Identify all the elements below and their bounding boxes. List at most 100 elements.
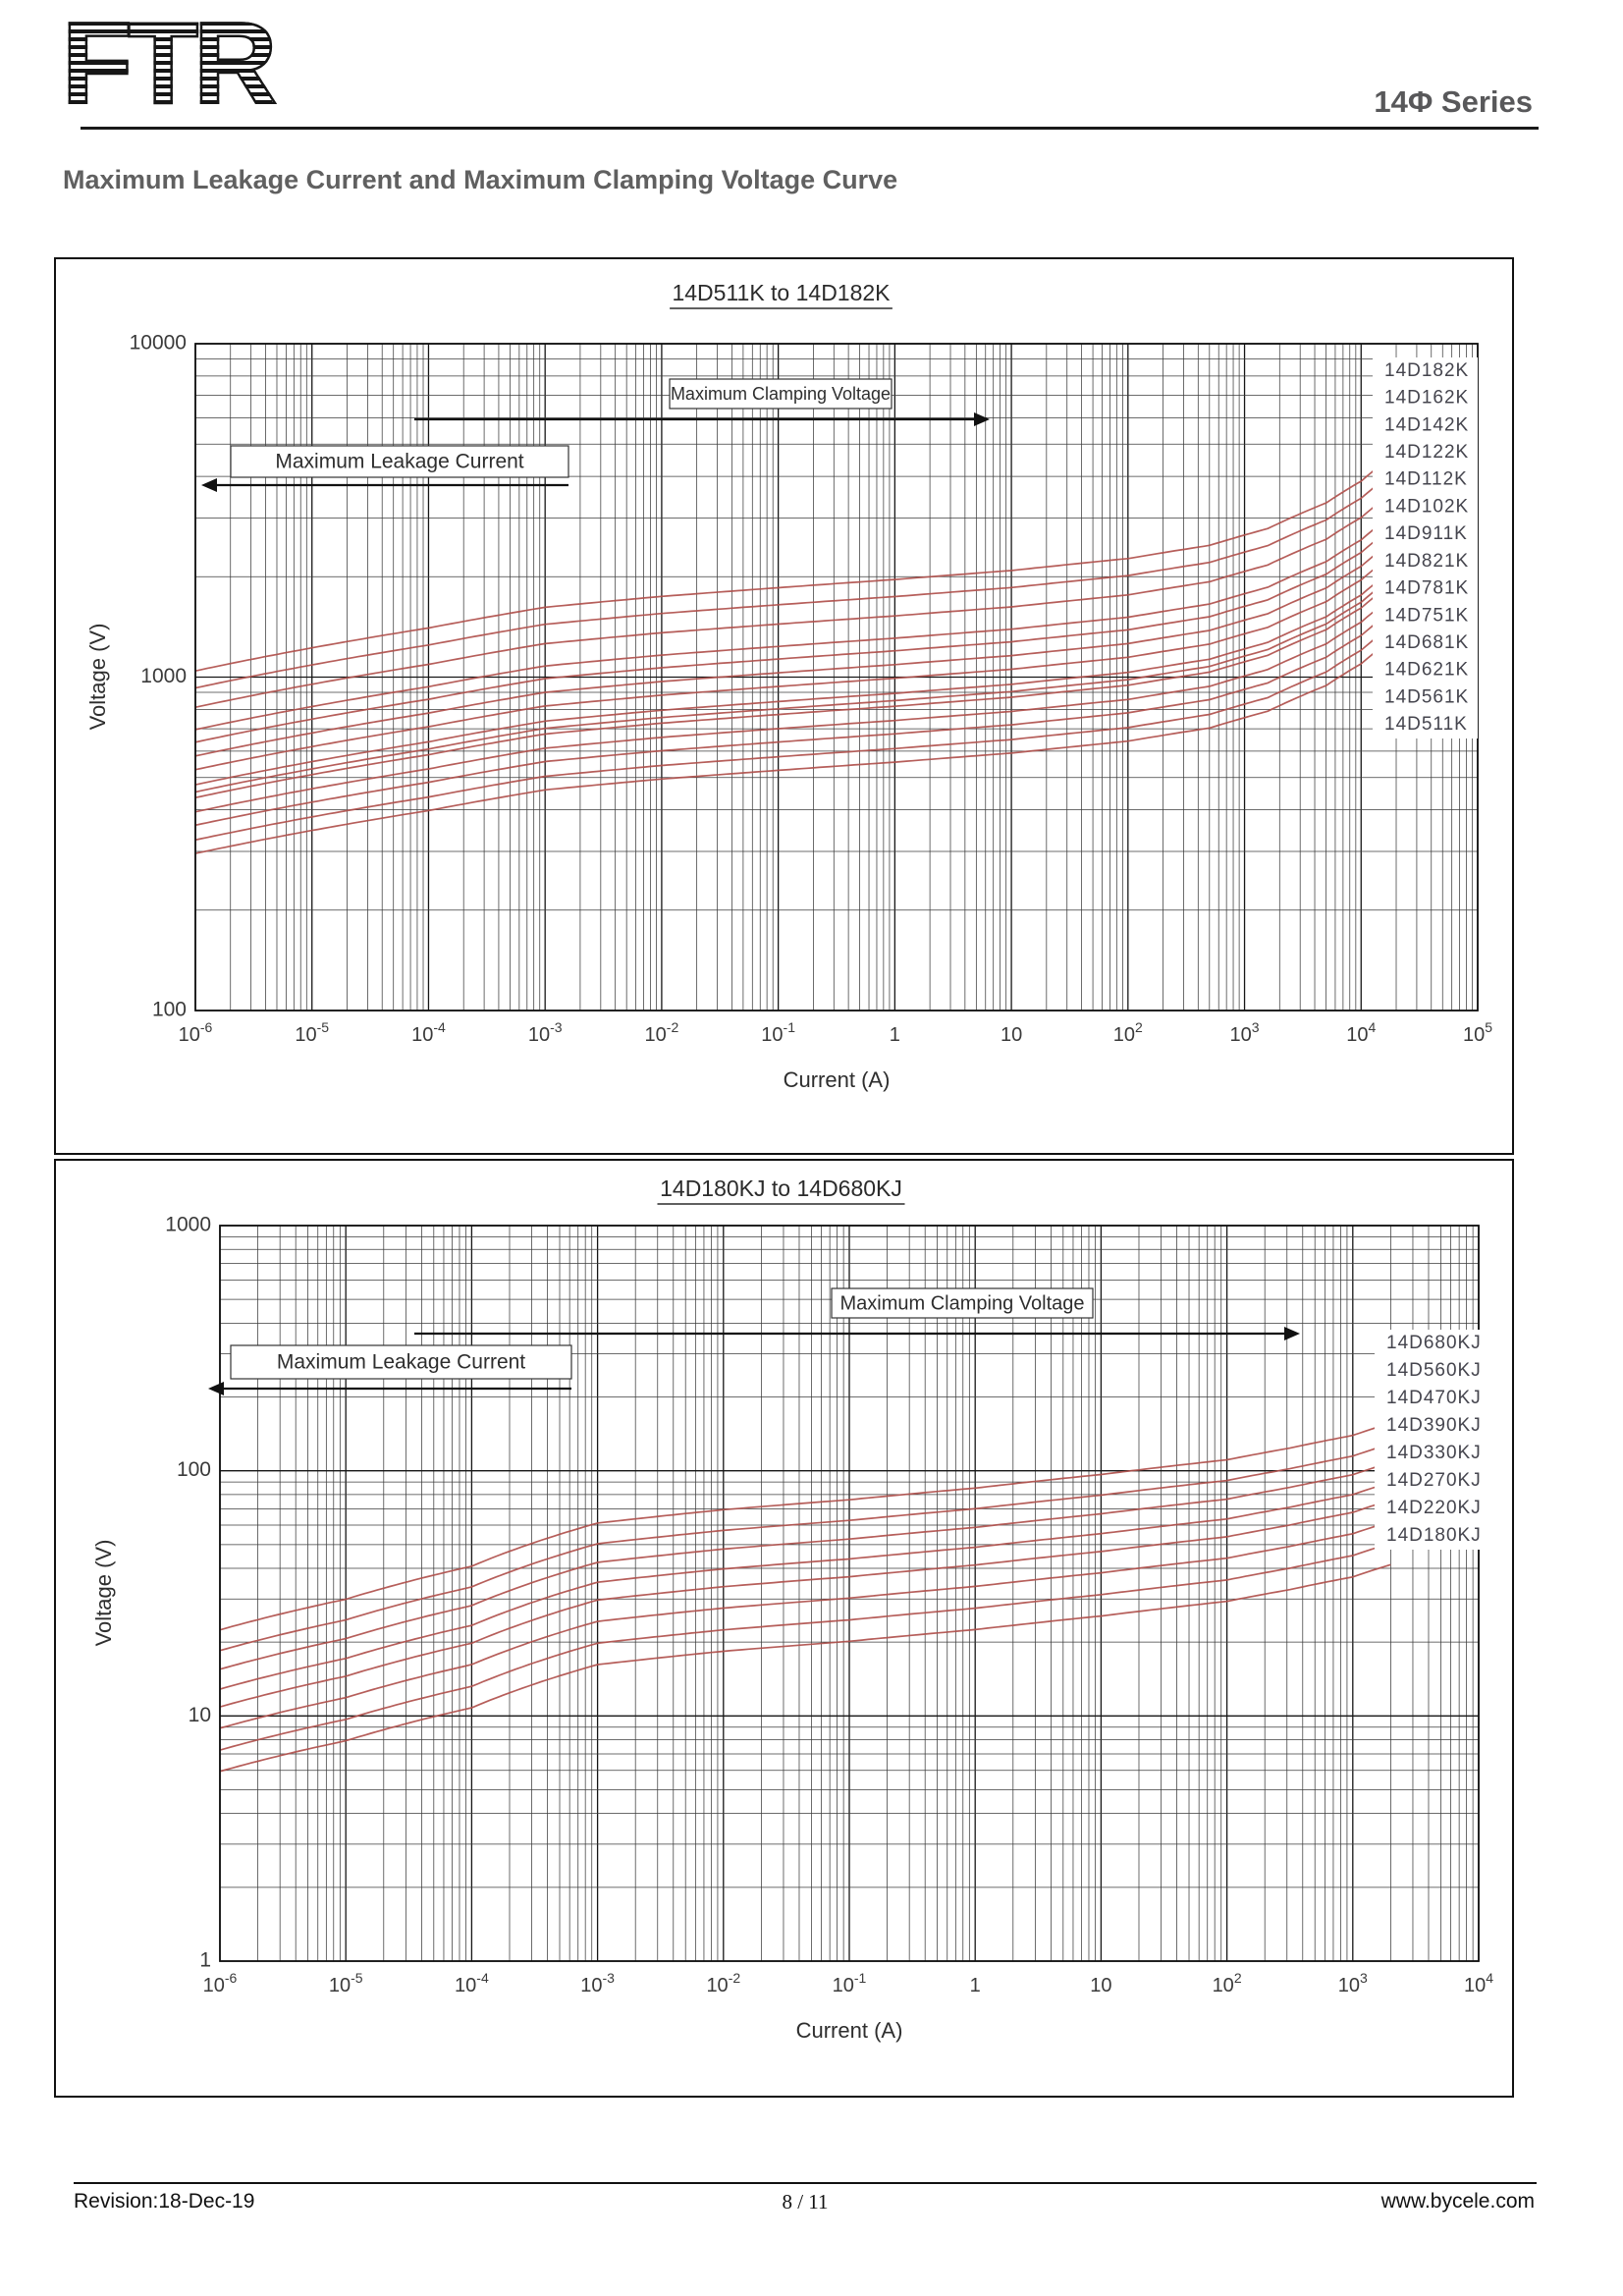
x-tick-label: 10 (1001, 1024, 1022, 1046)
x-tick-label: 10-1 (761, 1019, 795, 1046)
leakage-label-box (230, 1344, 572, 1380)
curve-14D561K (195, 622, 1397, 842)
leakage-label-box (230, 445, 569, 478)
x-tick-label: 102 (1213, 1970, 1242, 1996)
x-tick-label: 1 (970, 1975, 981, 1996)
chart-canvas: 14D680KJ 14D560KJ 14D470KJ 14D390KJ 14D330KJ… (91, 1175, 1493, 2043)
curve-14D621K (195, 607, 1397, 827)
curve-14D560KJ (220, 1443, 1391, 1652)
legend-item: 14D621K (1384, 660, 1469, 681)
x-tick-label: 10-1 (833, 1970, 867, 1996)
legend-background (1375, 1330, 1490, 1550)
legend-item: 14D102K (1384, 496, 1469, 517)
legend-item: 14D470KJ (1386, 1388, 1482, 1408)
legend-item: 14D390KJ (1386, 1415, 1482, 1436)
legend-item: 14D182K (1384, 360, 1469, 381)
curve-14D680KJ (220, 1422, 1391, 1631)
x-tick-label: 10-2 (706, 1970, 740, 1996)
x-axis-label: Current (A) (796, 2018, 903, 2043)
clamping-label-box (831, 1287, 1094, 1319)
header-divider (81, 127, 1539, 130)
curve-14D162K (195, 469, 1397, 689)
y-tick-label: 100 (177, 1458, 211, 1481)
legend-item: 14D162K (1384, 388, 1469, 409)
legend-item: 14D270KJ (1386, 1470, 1482, 1491)
y-axis-label: Voltage (V) (91, 1540, 116, 1647)
curve-14D142K (195, 489, 1397, 709)
x-tick-label: 104 (1346, 1019, 1376, 1046)
legend-item: 14D561K (1384, 686, 1469, 707)
curve-14D112K (195, 523, 1397, 743)
footer-divider (74, 2182, 1537, 2184)
footer-page-indicator: 8 / 11 (782, 2190, 829, 2214)
series-label: 14Φ Series (1374, 84, 1533, 119)
x-tick-label: 103 (1338, 1970, 1368, 1996)
curve-14D182K (195, 453, 1397, 673)
grid (219, 1225, 1480, 1962)
ftr-logo: FTR (61, 0, 279, 129)
legend-item: 14D330KJ (1386, 1443, 1482, 1463)
legend-item: 14D220KJ (1386, 1498, 1482, 1518)
x-axis-label: Current (A) (784, 1067, 891, 1092)
y-tick-label: 10000 (130, 332, 187, 355)
legend-item: 14D142K (1384, 414, 1469, 435)
y-tick-label: 1000 (140, 665, 187, 687)
y-axis-label: Voltage (V) (85, 624, 110, 731)
chart-14d511k-to-14d182k: 14D182K 14D162K 14D142K 14D122K 14D112K 14D10… (54, 257, 1514, 1155)
curve-14D751K (195, 579, 1397, 799)
grid (194, 343, 1479, 1011)
page-title: Maximum Leakage Current and Maximum Clam… (63, 165, 898, 194)
x-tick-label: 10-2 (645, 1019, 679, 1046)
curve-14D781K (195, 574, 1397, 793)
x-tick-label: 10 (1090, 1975, 1111, 1996)
legend-item: 14D681K (1384, 632, 1469, 653)
legend-item: 14D112K (1384, 469, 1468, 490)
footer-website: www.bycele.com (1380, 2190, 1535, 2213)
legend-item: 14D560KJ (1386, 1360, 1482, 1381)
clamping-arrowhead (1284, 1327, 1300, 1340)
x-tick-label: 10-3 (580, 1970, 615, 1996)
legend-item: 14D511K (1384, 714, 1468, 735)
legend-item: 14D821K (1384, 551, 1469, 572)
x-tick-label: 10-4 (411, 1019, 446, 1046)
curve-14D180KJ (220, 1563, 1391, 1773)
y-tick-label: 1 (199, 1949, 211, 1972)
curve-14D330KJ (220, 1499, 1391, 1708)
curve-14D911K (195, 551, 1397, 771)
legend-item: 14D911K (1384, 523, 1468, 544)
x-tick-label: 10-5 (329, 1970, 363, 1996)
chart-title: 14D511K to 14D182K (672, 280, 891, 305)
footer-revision: Revision:18-Dec-19 (74, 2190, 255, 2213)
curve-family (195, 453, 1397, 854)
legend-background (1373, 357, 1478, 738)
clamping-arrowhead (974, 412, 990, 426)
curve-14D681K (195, 593, 1397, 813)
curve-family (220, 1422, 1391, 1773)
curve-14D390KJ (220, 1481, 1391, 1690)
x-tick-label: 10-6 (203, 1970, 238, 1996)
x-tick-label: 10-6 (179, 1019, 213, 1046)
curve-14D821K (195, 567, 1397, 786)
legend-item: 14D122K (1384, 442, 1469, 463)
x-tick-label: 10-5 (295, 1019, 329, 1046)
legend-item: 14D781K (1384, 578, 1469, 599)
x-tick-label: 105 (1463, 1019, 1492, 1046)
curve-14D220KJ (220, 1542, 1391, 1751)
leakage-annotation: Maximum Leakage Current (277, 1351, 525, 1374)
legend-item: 14D751K (1384, 605, 1469, 626)
plot-border (219, 1225, 1480, 1962)
leakage-annotation: Maximum Leakage Current (275, 451, 523, 473)
x-tick-label: 102 (1113, 1019, 1143, 1046)
clamping-label-box (669, 378, 893, 410)
footer: Revision:18-Dec-19 8 / 11 www.bycele.com (74, 2190, 1537, 2219)
leakage-arrowhead (201, 478, 217, 492)
legend-item: 14D680KJ (1386, 1333, 1482, 1353)
curve-14D122K (195, 512, 1397, 731)
chart-14d180kj-to-14d680kj: 14D680KJ 14D560KJ 14D470KJ 14D390KJ 14D330KJ… (54, 1159, 1514, 2098)
x-tick-label: 104 (1464, 1970, 1493, 1996)
x-tick-label: 103 (1230, 1019, 1260, 1046)
leakage-arrowhead (208, 1382, 224, 1395)
clamping-annotation: Maximum Clamping Voltage (840, 1292, 1085, 1314)
x-tick-label: 1 (890, 1024, 900, 1046)
